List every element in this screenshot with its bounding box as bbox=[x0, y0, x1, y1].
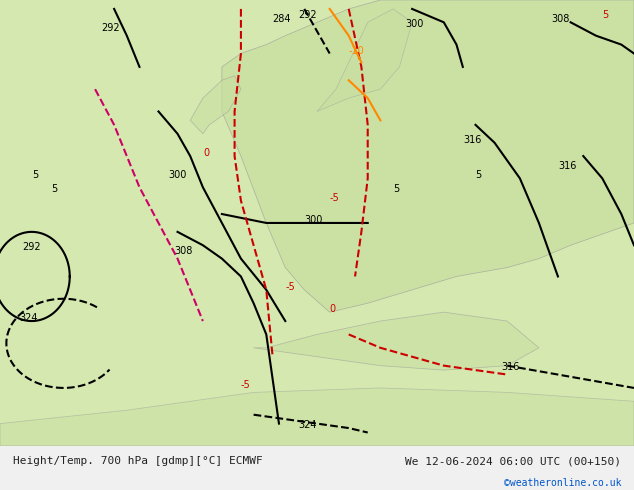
Polygon shape bbox=[190, 76, 241, 134]
Text: 316: 316 bbox=[558, 161, 576, 172]
Text: 5: 5 bbox=[32, 171, 38, 180]
FancyBboxPatch shape bbox=[0, 0, 634, 446]
Text: 292: 292 bbox=[298, 10, 316, 20]
Text: 308: 308 bbox=[174, 246, 193, 256]
Text: 5: 5 bbox=[602, 10, 609, 20]
Text: 316: 316 bbox=[463, 135, 481, 145]
Text: -5: -5 bbox=[241, 380, 250, 390]
Text: -5: -5 bbox=[330, 193, 339, 203]
Text: 308: 308 bbox=[552, 14, 570, 24]
Text: 284: 284 bbox=[273, 14, 291, 24]
Polygon shape bbox=[0, 388, 634, 446]
Text: 0: 0 bbox=[203, 148, 209, 158]
Text: -10: -10 bbox=[349, 46, 365, 55]
Polygon shape bbox=[222, 0, 634, 312]
Text: -5: -5 bbox=[285, 282, 295, 292]
Text: 300: 300 bbox=[168, 171, 186, 180]
Polygon shape bbox=[317, 9, 412, 112]
Text: 292: 292 bbox=[101, 23, 120, 33]
Text: 0: 0 bbox=[330, 304, 336, 314]
Text: 316: 316 bbox=[501, 362, 519, 372]
Text: 300: 300 bbox=[304, 215, 323, 225]
Text: 292: 292 bbox=[22, 242, 41, 252]
Text: 5: 5 bbox=[393, 184, 399, 194]
Text: 324: 324 bbox=[298, 420, 316, 430]
Text: 5: 5 bbox=[476, 171, 482, 180]
Text: 300: 300 bbox=[406, 19, 424, 29]
Text: 324: 324 bbox=[19, 313, 37, 323]
Text: Height/Temp. 700 hPa [gdmp][°C] ECMWF: Height/Temp. 700 hPa [gdmp][°C] ECMWF bbox=[13, 456, 262, 466]
Text: ©weatheronline.co.uk: ©weatheronline.co.uk bbox=[504, 478, 621, 489]
Text: 5: 5 bbox=[51, 184, 57, 194]
Text: We 12-06-2024 06:00 UTC (00+150): We 12-06-2024 06:00 UTC (00+150) bbox=[405, 456, 621, 466]
Polygon shape bbox=[254, 312, 539, 370]
